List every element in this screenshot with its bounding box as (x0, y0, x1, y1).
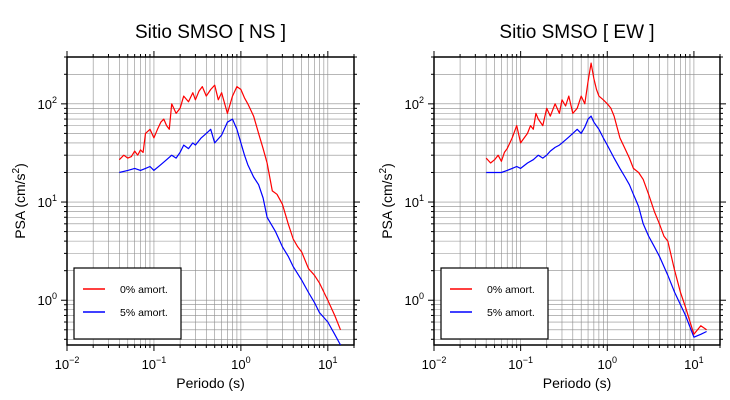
y-tick-label: 102 (38, 95, 57, 112)
legend-label: 0% amort. (487, 284, 535, 296)
y-axis-label: PSA (cm/s2) (11, 163, 28, 239)
x-tick-label: 101 (318, 355, 337, 372)
axis-ticks (428, 51, 726, 351)
legend-label: 0% amort. (120, 284, 168, 296)
y-tick-label: 100 (38, 291, 57, 308)
series-group (118, 84, 342, 345)
series-line-undamped (485, 62, 707, 335)
x-tick-label: 10−1 (142, 355, 167, 372)
x-tick-label: 101 (684, 355, 703, 372)
legend-label: 5% amort. (487, 307, 535, 319)
series-line-damped (486, 115, 707, 338)
plot-frame (433, 56, 721, 346)
series-group (485, 62, 707, 338)
y-tick-label: 101 (405, 193, 424, 210)
grid (433, 56, 721, 345)
chart-panel-1: Sitio SMSO [ NS ] 10−2 10−1 100 101 100 101 102… (11, 22, 360, 391)
legend: 0% amort. 5% amort. (73, 267, 182, 340)
x-axis-label: Periodo (s) (176, 375, 244, 391)
x-tick-label: 100 (231, 355, 250, 372)
legend-box (73, 267, 182, 340)
legend-label: 5% amort. (120, 307, 168, 319)
series-line-undamped (118, 84, 342, 331)
legend: 0% amort. 5% amort. (440, 267, 549, 340)
x-tick-label: 10−2 (422, 355, 447, 372)
chart-panel-2: Sitio SMSO [ EW ] 10−2 10−1 100 101 100 101 102… (378, 22, 726, 391)
x-axis-label: Periodo (s) (543, 375, 611, 391)
plot-frame (66, 56, 355, 346)
x-tick-label: 10−1 (508, 355, 533, 372)
grid (66, 56, 355, 345)
y-axis-label: PSA (cm/s2) (378, 163, 395, 239)
axis-ticks (61, 51, 360, 351)
y-tick-label: 102 (405, 95, 424, 112)
legend-box (440, 267, 549, 340)
x-tick-label: 10−2 (55, 355, 80, 372)
y-tick-label: 101 (38, 193, 57, 210)
chart-title: Sitio SMSO [ NS ] (135, 22, 286, 43)
series-line-damped (119, 118, 342, 345)
x-tick-label: 100 (598, 355, 617, 372)
chart-title: Sitio SMSO [ EW ] (499, 22, 654, 43)
y-tick-label: 100 (405, 291, 424, 308)
